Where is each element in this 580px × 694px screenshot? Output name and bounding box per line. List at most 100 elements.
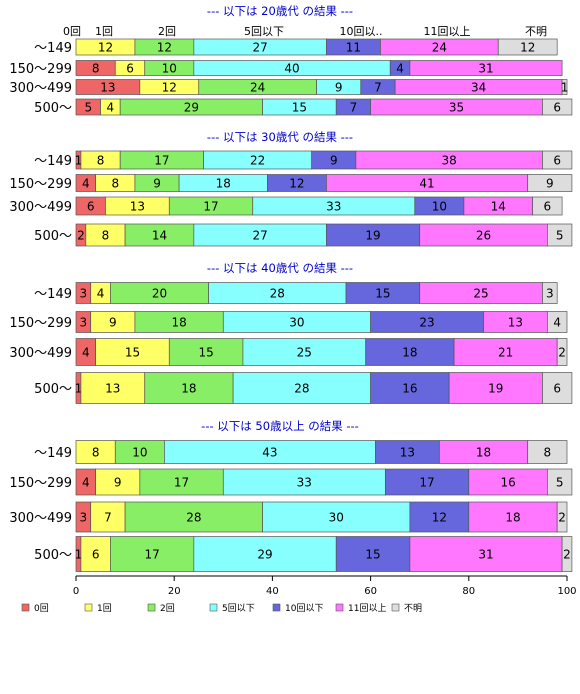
- panel-title: --- 以下は 30歳代 の結果 ---: [207, 130, 353, 144]
- bar-segment: [542, 98, 573, 116]
- bar-segment: [232, 372, 371, 404]
- data-label: 18: [216, 177, 231, 191]
- data-label: 13: [400, 446, 415, 460]
- legend-label: 11回以上: [348, 603, 386, 614]
- data-label: 14: [491, 200, 506, 214]
- data-label: 7: [350, 101, 358, 115]
- category-label: 300～499: [9, 81, 72, 96]
- legend-label: 10回以下: [285, 603, 323, 614]
- data-label: 20: [152, 287, 167, 301]
- data-label: 15: [375, 287, 390, 301]
- data-label: 8: [92, 446, 100, 460]
- column-header-label: 10回以..: [340, 25, 383, 38]
- data-label: 18: [171, 316, 186, 330]
- legend-swatch: [391, 603, 400, 612]
- data-label: 33: [297, 476, 312, 490]
- bar-segment: [370, 372, 450, 404]
- data-label: 13: [508, 316, 523, 330]
- bar-segment: [556, 501, 568, 533]
- bar-segment: [527, 174, 573, 192]
- data-label: 12: [289, 177, 304, 191]
- bar-segment: [384, 468, 470, 496]
- x-tick-label: 100: [557, 586, 576, 597]
- data-label: 40: [284, 62, 299, 76]
- data-label: 38: [442, 154, 457, 168]
- bar-segment: [409, 60, 563, 76]
- data-label: 15: [292, 101, 307, 115]
- legend-label: 0回: [34, 603, 49, 614]
- data-label: 6: [553, 101, 561, 115]
- legend-label: 5回以下: [222, 603, 255, 614]
- category-label: 150～299: [9, 177, 72, 192]
- category-label: 150～299: [9, 62, 72, 77]
- legend-swatch: [21, 603, 30, 612]
- data-label: 18: [181, 382, 196, 396]
- data-label: 4: [97, 287, 105, 301]
- column-header-label: 5回以下: [244, 25, 284, 38]
- bar-segment: [365, 338, 455, 366]
- bar-segment: [561, 79, 568, 95]
- column-header-label: 0回: [63, 25, 81, 38]
- category-label: 150～299: [9, 316, 72, 331]
- bar-segment: [95, 468, 141, 496]
- data-label: 29: [257, 548, 272, 562]
- data-label: 8: [97, 154, 105, 168]
- legend-swatch: [209, 603, 218, 612]
- data-label: 9: [330, 154, 338, 168]
- panel-title: --- 以下は 20歳代 の結果 ---: [207, 4, 353, 18]
- data-label: 16: [402, 382, 417, 396]
- data-label: 12: [520, 41, 535, 55]
- category-label: 500～: [34, 101, 72, 116]
- bar-segment: [222, 468, 386, 496]
- legend-label: 2回: [160, 603, 175, 614]
- data-label: 22: [250, 154, 265, 168]
- column-header-label: 不明: [525, 25, 547, 38]
- legend-swatch: [272, 603, 281, 612]
- data-label: 15: [125, 346, 140, 360]
- data-label: 34: [471, 81, 486, 95]
- data-label: 1: [75, 548, 83, 562]
- data-label: 5: [84, 101, 92, 115]
- bar-segment: [542, 372, 573, 404]
- bar-segment: [110, 536, 195, 572]
- data-label: 15: [198, 346, 213, 360]
- bar-segment: [193, 536, 337, 572]
- bar-segment: [448, 372, 543, 404]
- data-label: 28: [186, 511, 201, 525]
- data-label: 17: [144, 548, 159, 562]
- data-label: 12: [157, 41, 172, 55]
- column-header-label: 1回: [95, 25, 113, 38]
- data-label: 10: [432, 200, 447, 214]
- data-label: 3: [80, 511, 88, 525]
- data-label: 8: [111, 177, 119, 191]
- data-label: 17: [174, 476, 189, 490]
- category-label: 300～499: [9, 346, 72, 361]
- data-label: 6: [92, 548, 100, 562]
- data-label: 4: [82, 476, 90, 490]
- data-label: 1: [75, 154, 83, 168]
- data-label: 27: [252, 41, 267, 55]
- data-label: 24: [250, 81, 265, 95]
- data-label: 16: [500, 476, 515, 490]
- data-label: 18: [476, 446, 491, 460]
- data-label: 6: [544, 200, 552, 214]
- data-label: 7: [374, 81, 382, 95]
- category-label: 500～: [34, 382, 72, 397]
- category-label: 300～499: [9, 200, 72, 215]
- data-label: 13: [130, 200, 145, 214]
- data-label: 2: [558, 346, 566, 360]
- data-label: 17: [203, 200, 218, 214]
- category-label: 300～499: [9, 511, 72, 526]
- data-label: 13: [105, 382, 120, 396]
- bar-segment: [497, 38, 558, 56]
- data-label: 9: [114, 476, 122, 490]
- data-label: 19: [365, 229, 380, 243]
- data-label: 25: [473, 287, 488, 301]
- bar-segment: [242, 338, 367, 366]
- bar-segment: [542, 150, 573, 170]
- bar-segment: [561, 536, 573, 572]
- legend-swatch: [84, 603, 93, 612]
- bar-segment: [542, 282, 558, 304]
- data-label: 9: [335, 81, 343, 95]
